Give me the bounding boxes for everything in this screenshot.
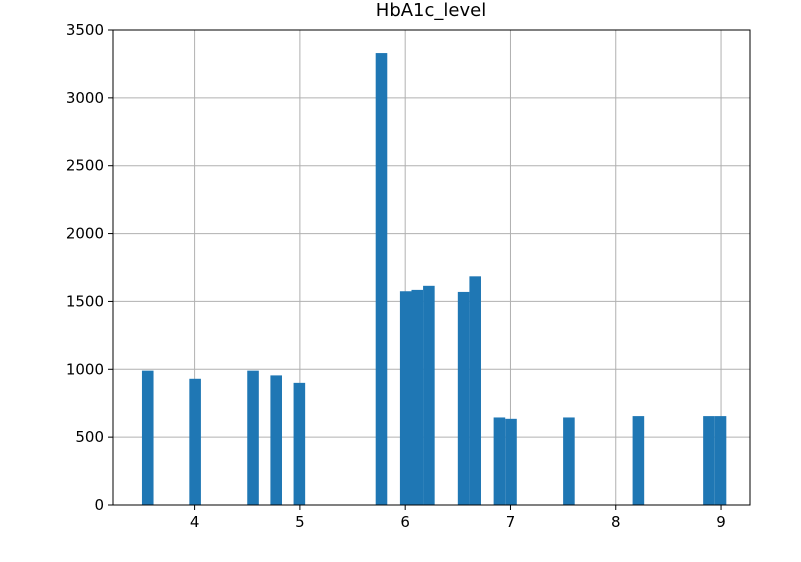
histogram-bar (141, 370, 154, 505)
y-axis: 0 500 1000 1500 2000 2500 3000 3500 (66, 21, 113, 514)
histogram-bar (703, 416, 715, 505)
histogram-bar (505, 418, 517, 505)
histogram-bar (423, 285, 435, 505)
y-tick-label: 2500 (66, 157, 104, 175)
x-tick-label: 7 (506, 513, 516, 531)
y-tick-label: 500 (75, 428, 104, 446)
y-tick-label: 3000 (66, 89, 104, 107)
x-tick-label: 6 (400, 513, 410, 531)
histogram-bar (632, 416, 645, 505)
x-axis: 4 5 6 7 8 9 (190, 505, 726, 531)
x-tick-label: 4 (190, 513, 200, 531)
y-tick-label: 2000 (66, 225, 104, 243)
plot-area-frame (112, 29, 751, 506)
histogram-bar (714, 416, 727, 505)
histogram-bar (493, 417, 506, 505)
histogram-bar (457, 291, 470, 505)
histogram-bar (563, 417, 575, 505)
y-tick-label: 3500 (66, 21, 104, 39)
histogram-bar (469, 276, 481, 505)
y-tick-label: 0 (94, 496, 104, 514)
histogram-bar (270, 375, 282, 505)
histogram-bar (189, 378, 201, 505)
x-tick-label: 9 (716, 513, 726, 531)
x-tick-label: 8 (611, 513, 621, 531)
histogram-bar (375, 53, 388, 505)
y-tick-label: 1500 (66, 292, 104, 310)
x-tick-label: 5 (295, 513, 305, 531)
y-tick-label: 1000 (66, 360, 104, 378)
histogram-bar (247, 370, 259, 505)
histogram-bar (399, 291, 412, 505)
histogram-bar (411, 289, 424, 505)
histogram-bar (293, 382, 306, 505)
chart-title: HbA1c_level (376, 0, 486, 21)
histogram-bars (141, 53, 727, 505)
